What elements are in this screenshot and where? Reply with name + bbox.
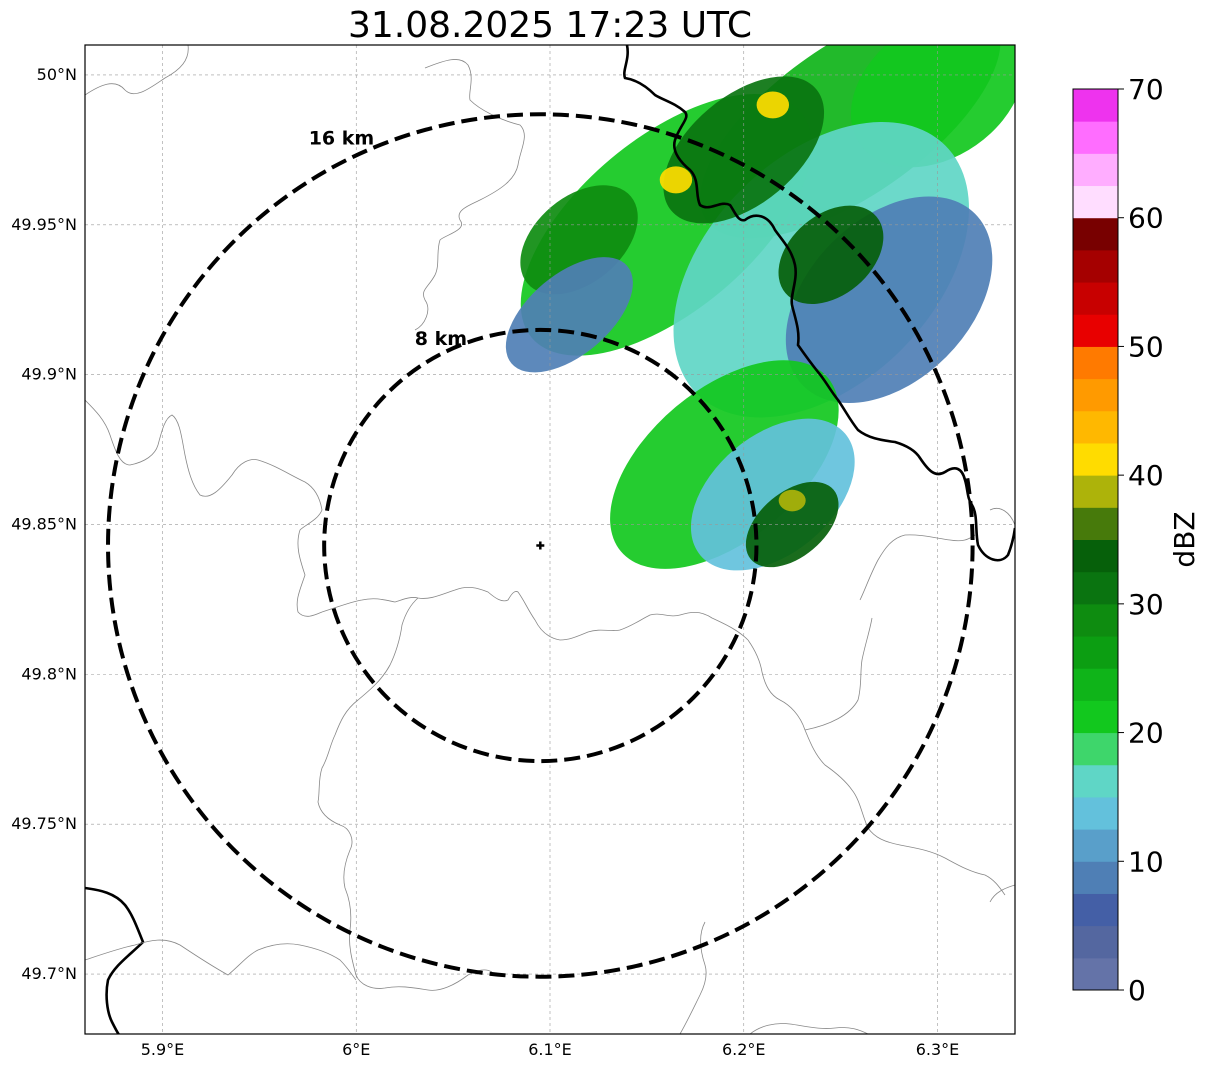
map-frame [84,44,1016,1035]
colorbar-tick-label: 20 [1128,717,1164,750]
colorbar-segment [1073,603,1118,637]
colorbar-tick-label: 0 [1128,974,1146,1007]
colorbar-segment [1073,378,1118,412]
colorbar-segment [1073,636,1118,669]
colorbar-segment [1073,475,1118,508]
radar-site [536,541,545,550]
lat-tick-label: 49.75°N [11,814,77,833]
lat-tick-label: 49.8°N [21,664,77,683]
colorbar: 0 10 20 30 40 50 60 70 dBZ [1072,73,1201,1007]
lon-tick-label: 6.2°E [722,1040,766,1059]
admin-boundaries [85,45,1015,1034]
colorbar-segment [1073,893,1118,927]
lon-tick-label: 5.9°E [141,1040,185,1059]
radar-site-marker [536,541,545,550]
lat-tick-label: 50°N [37,65,77,84]
colorbar-segment [1073,249,1118,283]
lon-tick-label: 6°E [342,1040,370,1059]
echo-cell-12 [505,257,633,373]
colorbar-tick-label: 70 [1128,73,1164,106]
range-ring-label: 8 km [415,328,467,350]
echo-cell-14 [659,166,693,194]
country-border-sw [85,886,145,1034]
colorbar-segment [1073,442,1118,476]
colorbar-tick-label: 40 [1128,459,1164,492]
lat-tick-label: 49.7°N [21,964,77,983]
colorbar-segment [1073,700,1118,734]
colorbar-segment [1073,346,1118,380]
map-title: 31.08.2025 17:23 UTC [347,5,753,46]
axis-tick-labels: 50°N 49.95°N 49.9°N 49.85°N 49.8°N 49.75°N 49.… [11,65,959,1059]
colorbar-segment [1073,185,1118,219]
colorbar-segment [1073,796,1118,830]
echo-cell-13 [756,91,790,119]
colorbar-tick-label: 50 [1128,330,1164,363]
radar-echo-layer [505,45,1015,571]
colorbar-tick-label: 30 [1128,588,1164,621]
colorbar-segment [1073,217,1118,251]
lat-tick-label: 49.9°N [21,365,77,384]
graticule [85,45,1015,1034]
range-ring-label: 16 km [309,127,375,149]
colorbar-segment [1073,507,1118,540]
colorbar-segment [1073,957,1118,991]
echo-cell-9 [778,205,884,304]
colorbar-frame [1072,88,1119,991]
colorbar-segment [1073,829,1118,862]
echo-cell-15 [778,489,806,512]
colorbar-segment [1073,539,1118,573]
colorbar-label: dBZ [1168,511,1201,567]
colorbar-segment [1073,668,1118,701]
lon-tick-label: 6.3°E [916,1040,960,1059]
colorbar-segment [1073,861,1118,894]
colorbar-segment [1073,89,1118,122]
echo-cell-10 [745,481,839,568]
colorbar-segment [1073,571,1118,605]
colorbar-segment [1073,764,1118,798]
colorbar-tick-label: 60 [1128,202,1164,235]
colorbar-segment [1073,153,1118,187]
range-ring-8km [322,327,759,764]
colorbar-segment [1073,732,1118,766]
colorbar-segment [1073,925,1118,959]
lat-tick-label: 49.95°N [11,215,77,234]
range-rings: 8 km 16 km [106,112,975,979]
colorbar-segment [1073,121,1118,154]
colorbar-segment [1073,410,1118,444]
lat-tick-label: 49.85°N [11,515,77,534]
range-ring-16km [106,112,975,979]
colorbar-segment [1073,314,1118,347]
colorbar-segment [1073,282,1118,315]
lon-tick-label: 6.1°E [528,1040,572,1059]
colorbar-tick-label: 10 [1128,845,1164,878]
